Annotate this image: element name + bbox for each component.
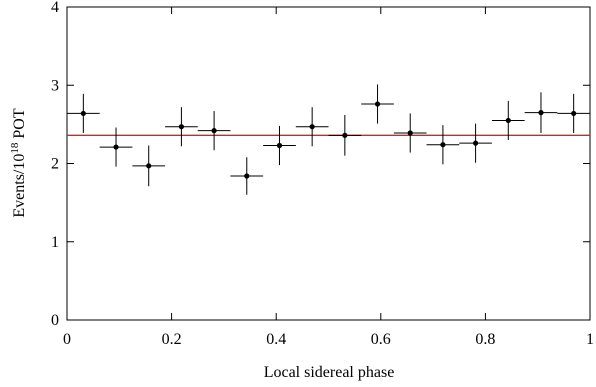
data-point — [374, 101, 381, 107]
data-point — [440, 142, 446, 148]
data-point — [211, 128, 217, 134]
y-label-unit: POT — [11, 108, 28, 142]
x-tick-label: 0.8 — [475, 331, 495, 348]
data-point — [244, 173, 250, 179]
x-tick-label: 0.6 — [371, 331, 391, 348]
y-axis-label: Events/1018 POT — [9, 108, 28, 217]
data-point — [407, 130, 413, 136]
data-point — [113, 144, 119, 150]
x-axis-label: Local sidereal phase — [264, 364, 395, 381]
y-label-main: Events/10 — [11, 154, 28, 218]
x-tick-label: 0.4 — [266, 331, 286, 348]
y-tick-label: 3 — [51, 77, 59, 94]
x-tick-label: 0 — [63, 331, 71, 348]
plot-frame — [66, 6, 591, 321]
data-point — [505, 117, 511, 124]
data-point — [538, 110, 544, 116]
data-point — [472, 140, 479, 146]
data-point — [342, 132, 348, 138]
y-tick-label: 4 — [51, 0, 59, 16]
y-tick-label: 0 — [51, 312, 59, 329]
y-tick-label: 2 — [51, 156, 59, 173]
y-tick-label: 1 — [51, 234, 59, 251]
x-tick-label: 1 — [586, 331, 594, 348]
data-point — [178, 124, 185, 130]
data-point — [571, 110, 577, 117]
y-label-exponent: 18 — [9, 142, 21, 154]
data-point — [309, 124, 315, 130]
data-point — [276, 142, 283, 149]
data-point — [80, 110, 86, 117]
data-point — [146, 163, 152, 169]
x-tick-label: 0.2 — [162, 331, 182, 348]
